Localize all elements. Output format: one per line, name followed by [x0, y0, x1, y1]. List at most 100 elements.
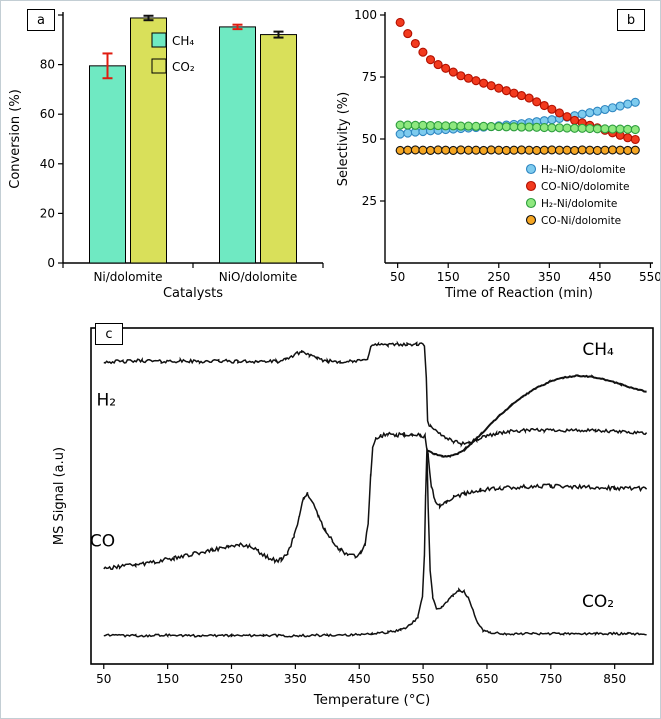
- point-H₂-Ni/dolomite: [600, 124, 610, 134]
- b-x-axis-title: Time of Reaction (min): [444, 286, 593, 301]
- a-category-label: Ni/dolomite: [93, 270, 162, 284]
- point-H₂-NiO/dolomite: [615, 101, 625, 111]
- point-H₂-Ni/dolomite: [539, 123, 549, 133]
- b-legend-label: CO-NiO/dolomite: [541, 181, 629, 193]
- point-CO-Ni/dolomite: [607, 145, 618, 155]
- b-y-tick-label: 75: [362, 70, 377, 84]
- point-CO-Ni/dolomite: [471, 145, 481, 155]
- point-H₂-Ni/dolomite: [516, 122, 527, 132]
- point-CO-Ni/dolomite: [479, 145, 489, 155]
- b-legend-marker: [525, 197, 537, 209]
- point-CO-NiO/dolomite: [494, 83, 504, 93]
- a-category-label: NiO/dolomite: [219, 270, 298, 284]
- point-CO-Ni/dolomite: [585, 145, 595, 155]
- point-CO-NiO/dolomite: [456, 71, 466, 81]
- point-CO-NiO/dolomite: [509, 88, 519, 98]
- point-CO-NiO/dolomite: [395, 17, 405, 27]
- point-H₂-NiO/dolomite: [592, 106, 602, 116]
- point-H₂-NiO/dolomite: [607, 103, 618, 113]
- point-CO-Ni/dolomite: [456, 145, 466, 155]
- b-x-tick-label: 350: [538, 270, 561, 284]
- point-CO-Ni/dolomite: [532, 145, 542, 155]
- point-CO-NiO/dolomite: [570, 115, 580, 125]
- b-x-tick-label: 250: [487, 270, 510, 284]
- point-CO-Ni/dolomite: [501, 145, 511, 155]
- point-H₂-NiO/dolomite: [403, 128, 413, 138]
- point-H₂-Ni/dolomite: [547, 123, 557, 133]
- b-legend-label: H₂-NiO/dolomite: [541, 164, 626, 176]
- c-trace-label-CO₂: CO₂: [582, 592, 614, 612]
- c-x-tick-label: 350: [284, 672, 307, 686]
- point-CO-Ni/dolomite: [448, 145, 458, 155]
- point-H₂-Ni/dolomite: [456, 121, 466, 131]
- point-CO-Ni/dolomite: [570, 145, 580, 155]
- point-H₂-Ni/dolomite: [471, 121, 481, 131]
- a-legend-swatch: [151, 32, 167, 48]
- point-H₂-Ni/dolomite: [577, 123, 587, 133]
- point-CO-NiO/dolomite: [554, 108, 565, 118]
- panel-b-letter: b: [617, 9, 645, 31]
- point-H₂-NiO/dolomite: [547, 115, 557, 125]
- point-CO-Ni/dolomite: [554, 145, 565, 155]
- trace-CH₄: [426, 374, 647, 458]
- point-CO-NiO/dolomite: [486, 81, 496, 91]
- bar-CH₄-NiO/dolomite: [219, 26, 256, 264]
- point-H₂-Ni/dolomite: [395, 120, 405, 130]
- b-legend-marker: [525, 163, 537, 175]
- point-CO-Ni/dolomite: [600, 145, 610, 155]
- point-CO-NiO/dolomite: [547, 104, 557, 114]
- point-CO-Ni/dolomite: [615, 145, 625, 155]
- b-y-tick-label: 25: [362, 194, 377, 208]
- b-x-tick-label: 450: [588, 270, 611, 284]
- point-H₂-NiO/dolomite: [630, 97, 640, 107]
- point-H₂-Ni/dolomite: [630, 125, 640, 135]
- point-CO-Ni/dolomite: [623, 145, 633, 155]
- point-CO-Ni/dolomite: [592, 145, 602, 155]
- point-H₂-Ni/dolomite: [494, 122, 504, 132]
- point-CO-Ni/dolomite: [577, 145, 587, 155]
- point-H₂-Ni/dolomite: [592, 124, 602, 134]
- point-CO-NiO/dolomite: [403, 29, 413, 39]
- point-CO-Ni/dolomite: [630, 145, 640, 155]
- bar-CO₂-NiO/dolomite: [260, 34, 297, 264]
- trace-H₂: [103, 340, 648, 448]
- trace-CO: [103, 431, 648, 570]
- b-y-tick-label: 100: [354, 8, 377, 22]
- c-x-tick-label: 50: [96, 672, 111, 686]
- c-trace-label-CH₄: CH₄: [582, 340, 614, 360]
- b-x-tick-label: 550: [639, 270, 661, 284]
- point-H₂-NiO/dolomite: [585, 108, 595, 118]
- c-x-tick-label: 550: [412, 672, 435, 686]
- c-plot-border: [90, 327, 654, 665]
- point-CO-Ni/dolomite: [403, 145, 413, 155]
- point-H₂-Ni/dolomite: [562, 123, 572, 133]
- point-H₂-Ni/dolomite: [418, 120, 428, 130]
- c-x-tick-label: 750: [539, 672, 562, 686]
- point-CO-Ni/dolomite: [547, 145, 557, 155]
- point-H₂-Ni/dolomite: [410, 120, 420, 130]
- point-CO-Ni/dolomite: [395, 145, 405, 155]
- point-CO-NiO/dolomite: [630, 134, 640, 145]
- panel-c-letter: c: [95, 323, 123, 345]
- point-CO-Ni/dolomite: [410, 145, 420, 155]
- point-CO-Ni/dolomite: [539, 145, 549, 155]
- c-x-tick-label: 450: [348, 672, 371, 686]
- point-H₂-Ni/dolomite: [441, 121, 451, 131]
- point-H₂-Ni/dolomite: [532, 122, 542, 132]
- point-CO-Ni/dolomite: [441, 145, 451, 155]
- c-x-tick-label: 850: [603, 672, 626, 686]
- point-CO-Ni/dolomite: [562, 145, 572, 155]
- a-y-tick-label: 0: [47, 256, 55, 270]
- point-CO-NiO/dolomite: [463, 73, 473, 83]
- point-CO-NiO/dolomite: [539, 100, 549, 111]
- point-H₂-Ni/dolomite: [509, 122, 519, 132]
- b-legend-label: H₂-Ni/dolomite: [541, 198, 617, 210]
- point-CO-Ni/dolomite: [524, 145, 534, 155]
- b-y-axis-title: Selectivity (%): [336, 92, 351, 186]
- panel-a-conversion-bar-chart: 020406080100Ni/dolomiteNiO/dolomiteCH₄CO…: [8, 8, 324, 301]
- c-x-tick-label: 650: [476, 672, 499, 686]
- point-CO-NiO/dolomite: [501, 86, 511, 96]
- c-x-axis-title: Temperature (°C): [313, 692, 431, 708]
- point-CO-NiO/dolomite: [471, 76, 481, 86]
